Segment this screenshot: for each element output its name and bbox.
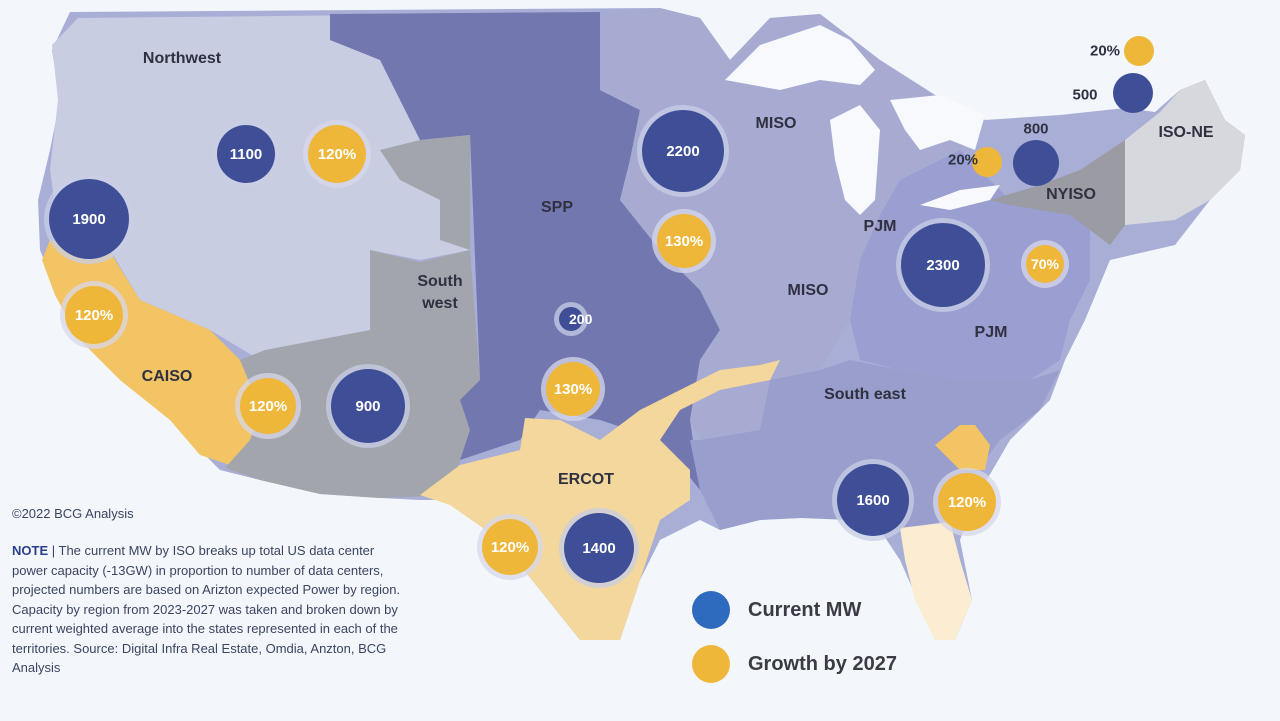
region-label-nyiso: NYISO: [1046, 186, 1096, 203]
bubble-growth-spp: 130%: [546, 362, 600, 416]
bubble-growth-pjm: 70%: [1026, 245, 1064, 283]
note-separator: |: [48, 543, 59, 558]
region-label-southeast: South east: [824, 386, 906, 403]
note-label: NOTE: [12, 543, 49, 558]
region-label-ercot: ERCOT: [558, 471, 614, 488]
region-label-pjm-south: PJM: [974, 324, 1008, 341]
region-ercot: [420, 360, 780, 640]
note-block: NOTE | The current MW by ISO breaks up t…: [12, 541, 412, 678]
region-label-pjm-north: PJM: [863, 218, 897, 235]
region-northwest: [50, 14, 470, 360]
legend-item-growth: Growth by 2027: [692, 637, 897, 691]
region-nyiso: [990, 140, 1125, 245]
region-label-iso-ne: ISO-NE: [1158, 124, 1214, 141]
bubble-current-mw-ercot: 1400: [564, 513, 634, 583]
legend-dot-current-mw-icon: [692, 591, 730, 629]
bubble-current-mw-nyiso: [1013, 140, 1059, 186]
region-florida: [900, 522, 972, 640]
bubble-current-mw-pjm: 2300: [901, 223, 985, 307]
legend-item-current-mw: Current MW: [692, 583, 897, 637]
bubble-current-mw-spp: 200: [559, 307, 592, 331]
great-lakes: [725, 25, 1000, 215]
bubble-current-mw-northwest: 1100: [217, 125, 275, 183]
bubble-growth-nyiso: [972, 147, 1002, 177]
bubble-label-current-mw-nyiso: 800: [1023, 120, 1049, 138]
legend-dot-growth-icon: [692, 645, 730, 683]
bubble-growth-ercot: 120%: [482, 519, 538, 575]
legend-label-current-mw: Current MW: [748, 598, 862, 621]
bubble-label-growth-nyiso: 20%: [947, 151, 979, 169]
note-text: The current MW by ISO breaks up total US…: [12, 543, 401, 675]
bubble-growth-iso-ne: [1124, 36, 1154, 66]
region-southeast: [690, 360, 1060, 530]
bubble-label-current-mw-iso-ne: 500: [1072, 86, 1098, 104]
region-label-miso-south: MISO: [787, 282, 829, 299]
region-label-northwest: Northwest: [142, 50, 222, 67]
bubble-current-mw-southwest: 900: [331, 369, 405, 443]
bubble-growth-southwest: 120%: [240, 378, 296, 434]
region-label-spp: SPP: [540, 199, 574, 216]
region-spp: [330, 12, 720, 490]
bubble-current-mw-miso: 2200: [642, 110, 724, 192]
bubble-growth-northwest: 120%: [308, 125, 366, 183]
bubble-current-mw-iso-ne: [1113, 73, 1153, 113]
bubble-current-mw-caiso: 1900: [49, 179, 129, 259]
bubble-growth-caiso: 120%: [65, 286, 123, 344]
bubble-growth-miso: 130%: [657, 214, 711, 268]
copyright-text: ©2022 BCG Analysis: [12, 506, 134, 521]
bubble-growth-southeast: 120%: [938, 473, 996, 531]
bubble-current-mw-southeast: 1600: [837, 464, 909, 536]
region-label-miso-north: MISO: [755, 115, 797, 132]
bubble-label-growth-iso-ne: 20%: [1089, 42, 1121, 60]
region-label-southwest: South west: [417, 273, 463, 312]
legend: Current MW Growth by 2027: [692, 583, 897, 691]
region-iso-ne: [1125, 80, 1245, 225]
region-southeast-coastal: [935, 425, 990, 470]
region-label-caiso: CAISO: [141, 368, 193, 385]
legend-label-growth: Growth by 2027: [748, 652, 897, 675]
